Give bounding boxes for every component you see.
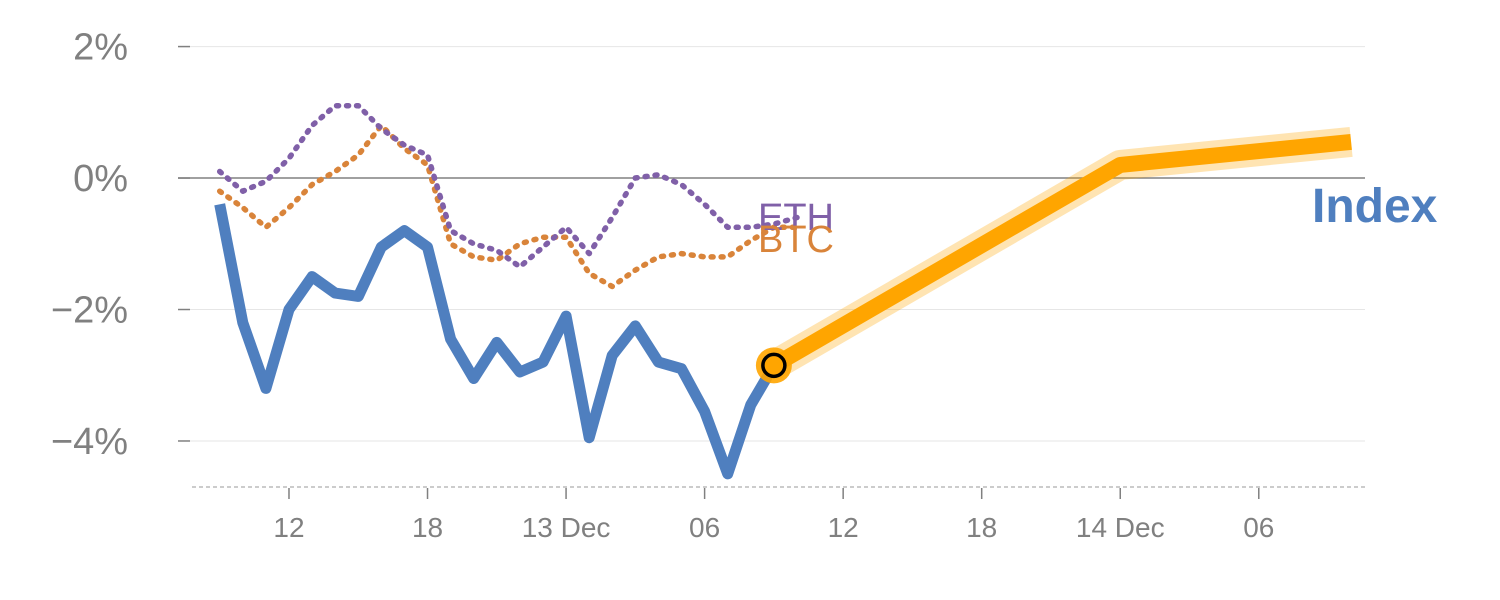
forecast-band-outer [766, 126, 1353, 379]
series-labels: ETH BTC Index [758, 180, 1438, 261]
series-line-eth [216, 102, 800, 270]
gridlines [178, 46, 1365, 442]
y-tick-label-1: 0% [73, 158, 128, 200]
series-lines [214, 102, 800, 480]
y-tick-label-3: −4% [51, 421, 128, 463]
current-value-marker [761, 352, 787, 379]
eth-label: ETH [758, 197, 834, 239]
x-tick-label-4: 12 [828, 512, 859, 543]
forecast-band [766, 126, 1353, 379]
x-tick-label-7: 06 [1243, 512, 1274, 543]
y-tick-label-0: 2% [73, 27, 128, 69]
x-tick-label-2: 13 Dec [522, 512, 611, 543]
x-tick-label-5: 18 [966, 512, 997, 543]
y-tick-label-2: −2% [51, 290, 128, 332]
btc-label: BTC [758, 219, 834, 261]
x-tick-label-3: 06 [689, 512, 720, 543]
x-tick-label-1: 18 [412, 512, 443, 543]
forecast-line [769, 133, 1352, 373]
index-label: Index [1312, 180, 1438, 233]
x-tick-label-6: 14 Dec [1076, 512, 1165, 543]
x-axis: 12 18 13 Dec 06 12 18 14 Dec 06 [192, 486, 1365, 543]
series-line-index [214, 203, 779, 480]
series-line-btc [216, 122, 800, 290]
x-tick-label-0: 12 [273, 512, 304, 543]
marker-layer [755, 347, 792, 384]
y-axis: 2% 0% −2% −4% [51, 27, 190, 463]
